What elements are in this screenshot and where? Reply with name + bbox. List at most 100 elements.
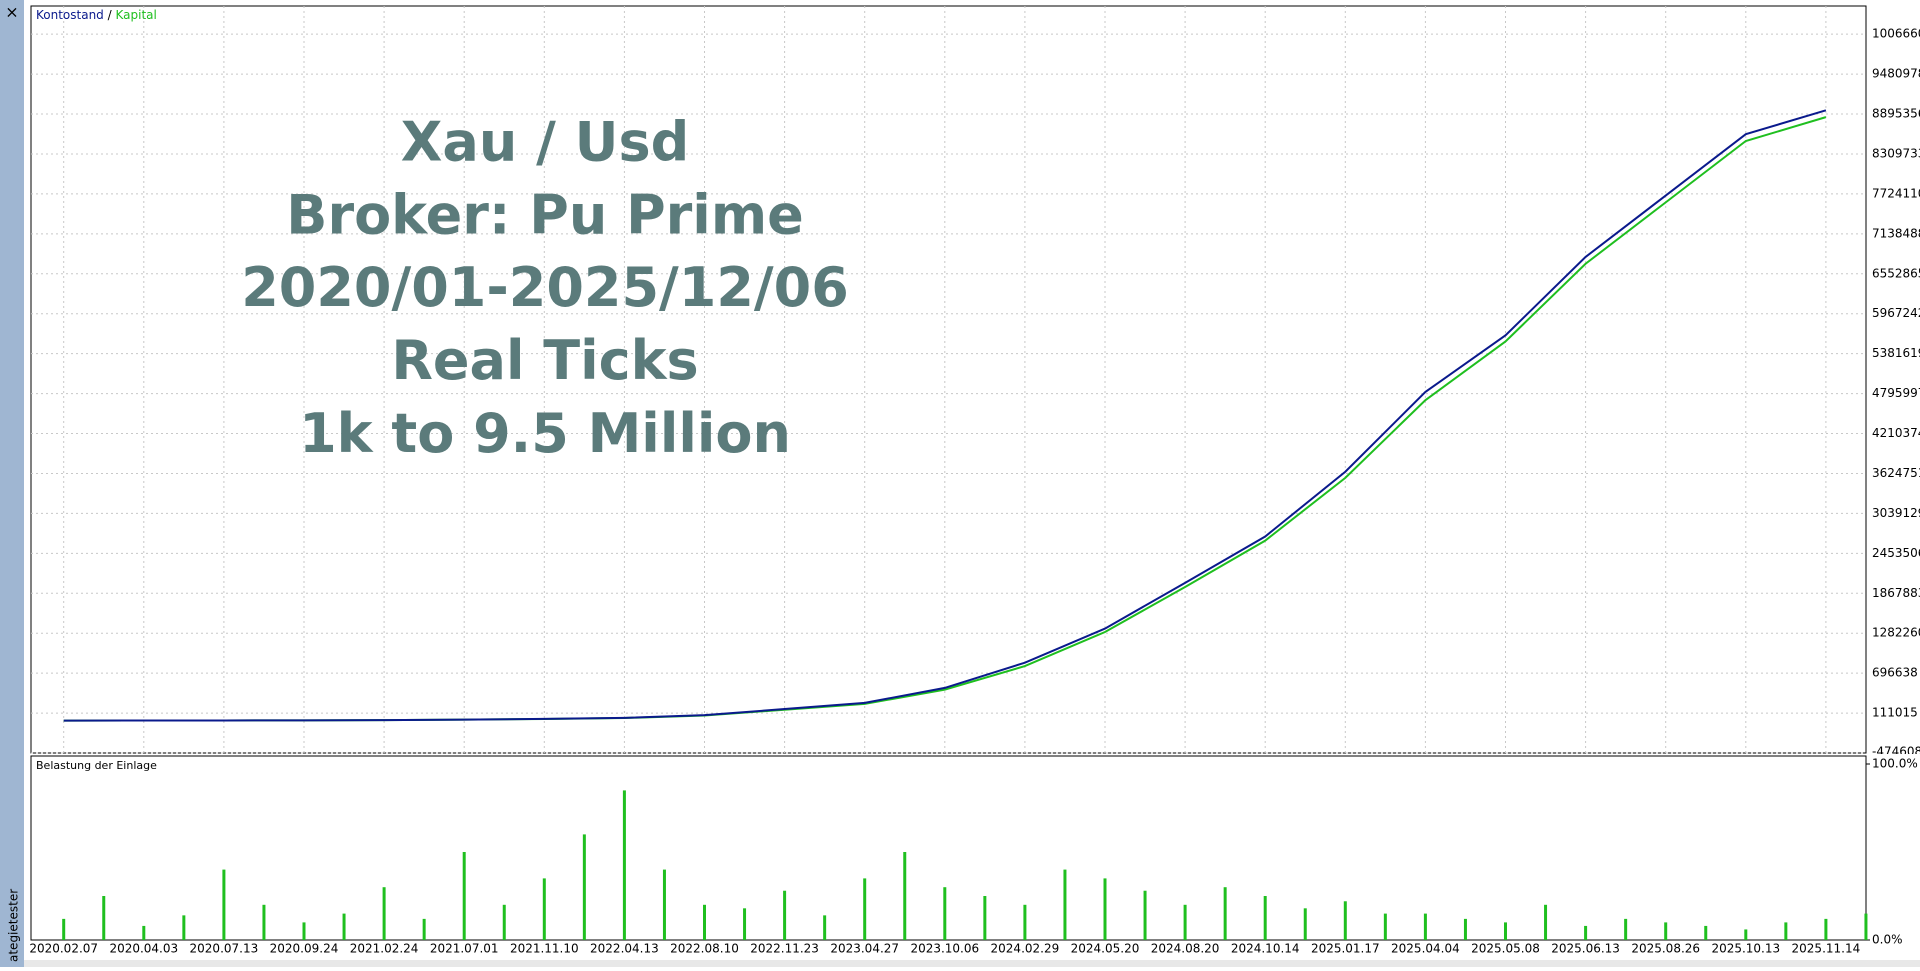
bar xyxy=(743,908,747,940)
close-icon[interactable]: × xyxy=(5,3,18,22)
bar xyxy=(943,887,947,940)
x-tick-label: 2021.11.10 xyxy=(510,942,579,956)
y-tick-label: 3039129 xyxy=(1872,506,1920,520)
bar xyxy=(1103,878,1107,940)
x-tick-label: 2020.02.07 xyxy=(29,942,98,956)
y-tick-label: 2453506 xyxy=(1872,546,1920,560)
upper-chart xyxy=(31,6,1866,754)
bar xyxy=(1343,901,1347,940)
x-tick-label: 2020.07.13 xyxy=(190,942,259,956)
x-tick-label: 2022.11.23 xyxy=(750,942,819,956)
bar xyxy=(1744,929,1748,940)
bar xyxy=(1864,913,1868,940)
y-tick-label: -474608 xyxy=(1872,745,1920,759)
bar xyxy=(1584,925,1588,940)
annotation: 1k to 9.5 Million xyxy=(299,402,791,465)
x-tick-label: 2023.04.27 xyxy=(830,942,899,956)
bar xyxy=(622,790,626,940)
legend-entry: Kontostand xyxy=(36,8,104,22)
bar xyxy=(1263,896,1267,940)
bar xyxy=(62,918,66,940)
bar xyxy=(783,890,787,940)
y-tick-label: 0.0% xyxy=(1872,933,1903,947)
bar xyxy=(182,915,186,940)
x-tick-label: 2023.10.06 xyxy=(910,942,979,956)
bar xyxy=(1704,925,1708,940)
annotation: Broker: Pu Prime xyxy=(286,183,803,246)
x-tick-label: 2022.08.10 xyxy=(670,942,739,956)
y-tick-label: 4795997 xyxy=(1872,386,1920,400)
x-tick-label: 2021.07.01 xyxy=(430,942,499,956)
bar xyxy=(1383,913,1387,940)
x-tick-label: 2020.04.03 xyxy=(109,942,178,956)
y-tick-label: 7138488 xyxy=(1872,226,1920,240)
bar xyxy=(1504,922,1507,940)
bar xyxy=(542,878,546,940)
lower-plot xyxy=(30,755,1867,941)
upper-plot xyxy=(30,5,1867,754)
bar xyxy=(1423,913,1427,940)
bar xyxy=(1544,904,1548,940)
bar xyxy=(1183,904,1187,940)
bar xyxy=(502,904,506,940)
legend-entry: Kapital xyxy=(116,8,157,22)
bar xyxy=(983,896,987,940)
bar xyxy=(1664,922,1668,940)
bar xyxy=(903,852,907,940)
bar xyxy=(703,904,706,940)
lower-chart: 100.0% 0.0% Belastung der Einlage 2020.02.0… xyxy=(29,757,1917,956)
bar xyxy=(1223,887,1227,940)
y-tick-label: 3624751 xyxy=(1872,466,1920,480)
bar xyxy=(1143,890,1147,940)
bar xyxy=(1023,904,1027,940)
y-tick-label: 8895356 xyxy=(1872,107,1920,121)
y-tick-label: 111015 xyxy=(1872,706,1918,720)
y-tick-label: 696638 xyxy=(1872,666,1918,680)
sidebar-label: ategietester xyxy=(7,889,21,962)
x-tick-label: 2024.05.20 xyxy=(1071,942,1140,956)
bar xyxy=(1303,908,1307,940)
bar xyxy=(222,869,226,940)
bar xyxy=(823,915,827,940)
tab-strip xyxy=(24,960,1920,967)
bar xyxy=(1784,922,1788,940)
annotation: 2020/01-2025/12/06 xyxy=(241,256,849,319)
bar xyxy=(1624,918,1628,940)
x-tick-label: 2025.01.17 xyxy=(1311,942,1380,956)
y-tick-label: 5381619 xyxy=(1872,346,1920,360)
bar xyxy=(142,925,146,940)
y-tick-label: 7724110 xyxy=(1872,186,1920,200)
legend: Kontostand / Kapital xyxy=(36,8,157,22)
bar xyxy=(582,834,586,940)
bar xyxy=(342,913,346,940)
y-tick-label: 5967242 xyxy=(1872,306,1920,320)
x-tick-label: 2025.04.04 xyxy=(1391,942,1460,956)
y-tick-label: 1867883 xyxy=(1872,586,1920,600)
x-tick-label: 2022.04.13 xyxy=(590,942,659,956)
x-tick-label: 2025.05.08 xyxy=(1471,942,1540,956)
bar xyxy=(382,887,386,940)
y-tick-label: 100.0% xyxy=(1872,757,1918,771)
x-tick-label: 2024.02.29 xyxy=(991,942,1060,956)
x-tick-label: 2024.10.14 xyxy=(1231,942,1300,956)
y-tick-label: 4210374 xyxy=(1872,426,1920,440)
x-tick-label: 2024.08.20 xyxy=(1151,942,1220,956)
x-tick-label: 2025.06.13 xyxy=(1551,942,1620,956)
annotation: Real Ticks xyxy=(391,329,698,392)
bar xyxy=(863,878,867,940)
x-tick-label: 2020.09.24 xyxy=(270,942,339,956)
bar xyxy=(1063,869,1067,940)
series-line xyxy=(63,109,1827,722)
sidebar xyxy=(0,0,24,967)
legend-separator: / xyxy=(108,8,113,22)
y-tick-label: 8309733 xyxy=(1872,146,1920,160)
annotation: Xau / Usd xyxy=(401,111,689,174)
bar xyxy=(302,922,306,940)
x-tick-label: 2025.08.26 xyxy=(1631,942,1700,956)
x-tick-label: 2025.11.14 xyxy=(1792,942,1861,956)
bar xyxy=(262,904,266,940)
bar xyxy=(102,896,106,940)
